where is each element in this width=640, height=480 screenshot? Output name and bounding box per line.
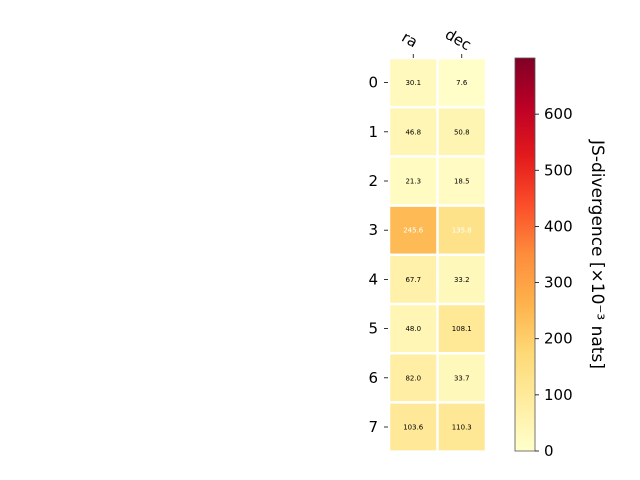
heatmap-cell [438, 206, 485, 254]
colorbar-label: JS-divergence [×10⁻³ nats] [587, 139, 607, 369]
cell-value-label: 50.8 [454, 128, 470, 136]
y-tick-label: 5 [368, 320, 378, 338]
cell-value-label: 21.3 [405, 178, 421, 186]
cell-value-label: 82.0 [405, 374, 421, 382]
cell-value-label: 33.2 [454, 276, 470, 284]
heatmap-plot: 30.1 7.6 46.8 50.8 21.3 18.5 245.6 135.8 67.7 33.… [368, 25, 485, 451]
heatmap-cell [438, 403, 485, 451]
cell-value-label: 135.8 [452, 227, 472, 235]
heatmap-cell [390, 206, 437, 254]
heatmap-cell [390, 59, 437, 106]
colorbar-tick-label: 200 [544, 330, 573, 348]
heatmap-cell [438, 108, 485, 156]
cell-value-label: 110.3 [452, 424, 472, 432]
colorbar-tick-label: 100 [544, 386, 573, 404]
y-tick-label: 7 [368, 418, 378, 436]
colorbar-tick-label: 400 [544, 217, 573, 235]
y-tick-label: 2 [368, 172, 378, 190]
colorbar-tick-label: 500 [544, 161, 573, 179]
heatmap-cell [390, 256, 437, 303]
cell-value-label: 103.6 [403, 424, 424, 432]
heatmap-cell [390, 157, 437, 205]
colorbar-tick-label: 300 [544, 274, 573, 292]
x-tick-label: ra [399, 28, 421, 51]
colorbar-tick-label: 600 [544, 105, 573, 123]
cell-value-label: 30.1 [405, 79, 421, 87]
heatmap-cell [438, 305, 485, 352]
x-tick-label: dec [442, 25, 474, 54]
colorbar: 0 100 200 300 400 500 600 JS-divergence [×10⁻³ … [514, 57, 607, 460]
heatmap-cell [438, 157, 485, 205]
cell-value-label: 67.7 [405, 276, 421, 284]
cell-value-label: 48.0 [405, 325, 421, 333]
colorbar-tick-label: 0 [544, 442, 554, 460]
y-tick-label: 0 [368, 74, 378, 92]
cell-value-label: 18.5 [454, 178, 470, 186]
cell-value-label: 245.6 [403, 227, 424, 235]
heatmap-cell [390, 108, 437, 156]
heatmap-cell [438, 354, 485, 402]
heatmap-cell [390, 305, 437, 352]
colorbar-gradient [514, 57, 536, 452]
y-tick-label: 6 [368, 369, 378, 387]
y-tick-label: 3 [368, 221, 378, 239]
heatmap-cell [390, 403, 437, 451]
cell-value-label: 33.7 [454, 374, 470, 382]
cell-value-label: 108.1 [452, 325, 472, 333]
y-tick-label: 1 [368, 123, 378, 141]
cell-value-label: 7.6 [456, 79, 468, 87]
heatmap-cell [390, 354, 437, 402]
heatmap-cell [438, 59, 485, 106]
cell-value-label: 46.8 [405, 128, 421, 136]
y-tick-label: 4 [368, 270, 378, 288]
heatmap-cell [438, 256, 485, 303]
